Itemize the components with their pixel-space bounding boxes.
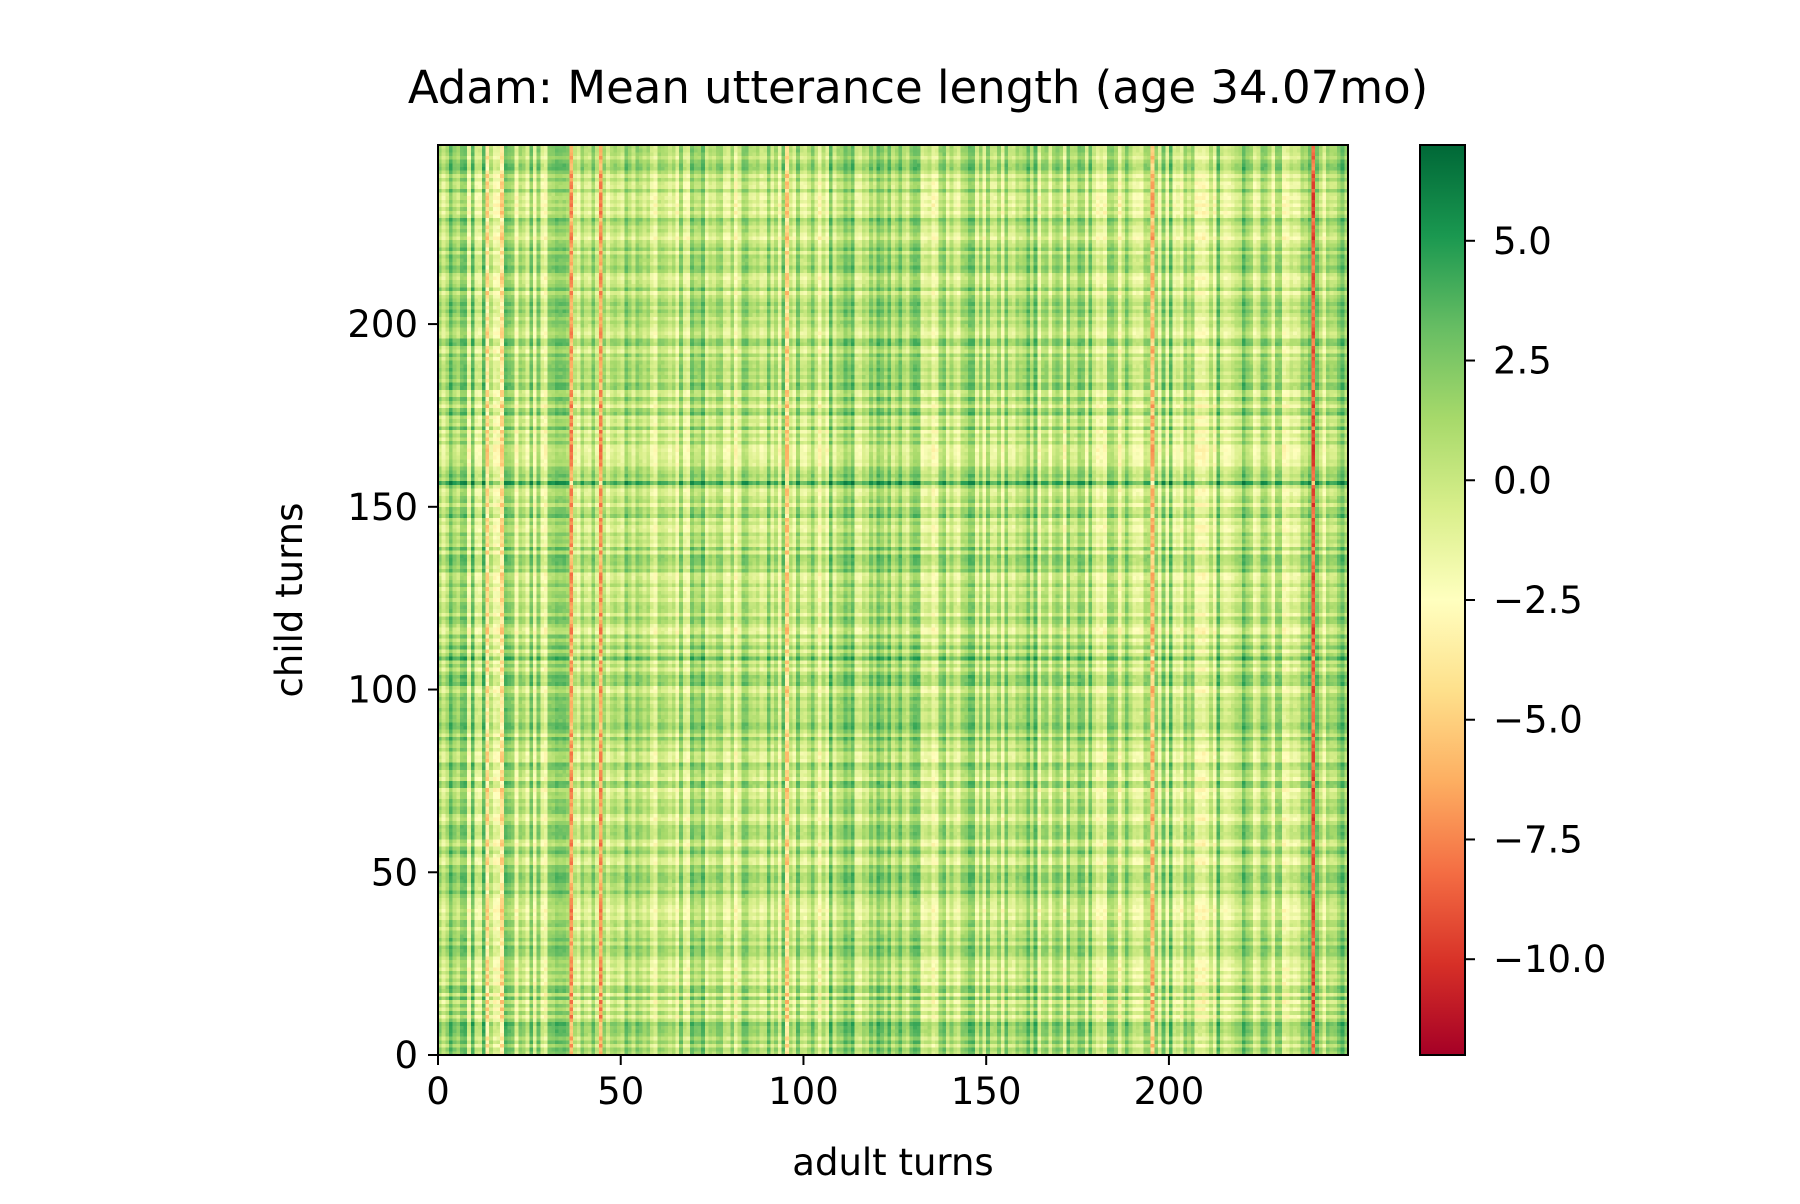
x-tick-label: 50	[597, 1070, 644, 1113]
x-axis: 0 50 100 150 200	[426, 1055, 1204, 1113]
colorbar-ticks: 5.0 2.5 0.0 −2.5 −5.0 −7.5 −10.0	[1465, 220, 1606, 981]
y-tick-label: 200	[347, 303, 418, 346]
y-tick-label: 150	[347, 486, 418, 529]
x-tick-label: 200	[1134, 1070, 1205, 1113]
plot-frame	[437, 144, 1349, 1056]
y-axis-label: child turns	[268, 503, 311, 698]
y-tick-label: 0	[394, 1034, 418, 1077]
colorbar-tick-label: 2.5	[1493, 340, 1552, 383]
colorbar-tick-label: −2.5	[1493, 579, 1583, 622]
colorbar-tick-label: −7.5	[1493, 818, 1583, 861]
x-tick-label: 150	[951, 1070, 1022, 1113]
x-tick-label: 100	[768, 1070, 839, 1113]
colorbar-tick-label: −10.0	[1493, 938, 1606, 981]
heatmap-image	[438, 145, 1348, 1055]
colorbar-tick-label: 0.0	[1493, 459, 1552, 502]
chart-title: Adam: Mean utterance length (age 34.07mo…	[408, 61, 1428, 114]
x-tick-label: 0	[426, 1070, 450, 1113]
y-tick-label: 50	[371, 851, 418, 894]
y-tick-label: 100	[347, 669, 418, 712]
colorbar	[1419, 144, 1466, 1056]
heatmap-cells	[438, 145, 1348, 1055]
colorbar-tick-label: −5.0	[1493, 699, 1583, 742]
x-axis-label: adult turns	[792, 1141, 993, 1184]
colorbar-tick-label: 5.0	[1493, 220, 1552, 263]
y-axis: 0 50 100 150 200	[347, 303, 438, 1077]
